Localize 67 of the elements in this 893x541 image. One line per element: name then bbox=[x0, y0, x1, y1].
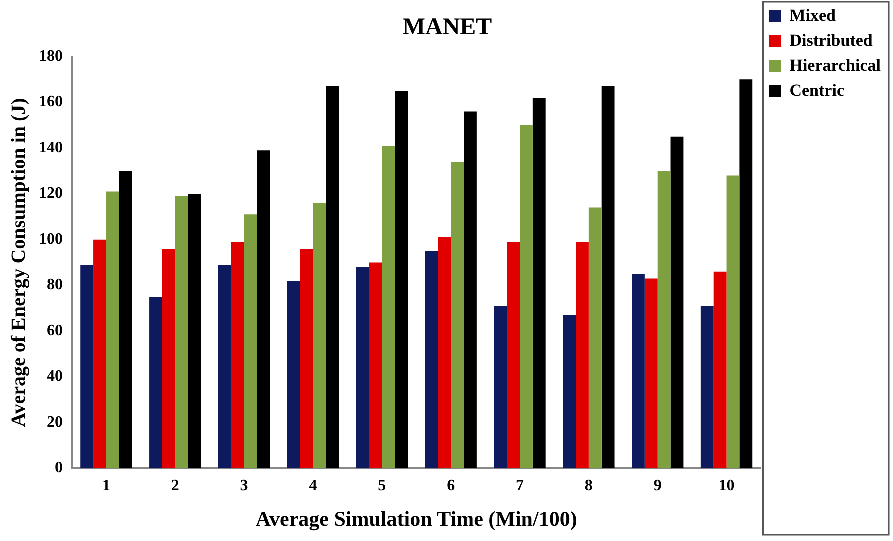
bar bbox=[287, 281, 300, 469]
x-tick-label: 5 bbox=[378, 477, 386, 494]
x-tick-label: 10 bbox=[718, 477, 735, 494]
y-tick-label: 100 bbox=[39, 230, 63, 248]
bar bbox=[119, 171, 132, 469]
bar bbox=[658, 171, 671, 469]
bar bbox=[175, 196, 188, 469]
y-tick-label: 40 bbox=[47, 368, 63, 386]
x-tick-label: 3 bbox=[240, 477, 248, 494]
y-tick-label: 0 bbox=[55, 460, 63, 477]
x-tick-label: 2 bbox=[171, 477, 180, 494]
bar bbox=[257, 150, 270, 469]
x-tick-label: 4 bbox=[309, 477, 318, 494]
bar bbox=[94, 240, 106, 469]
bar bbox=[563, 315, 576, 469]
bar bbox=[520, 125, 533, 469]
bar bbox=[231, 242, 244, 469]
y-tick-label: 160 bbox=[39, 94, 63, 111]
bar bbox=[670, 136, 684, 469]
x-tick-label: 6 bbox=[447, 477, 456, 494]
bar bbox=[740, 80, 753, 469]
bar bbox=[507, 242, 520, 469]
bar bbox=[438, 238, 452, 469]
bar bbox=[356, 267, 370, 469]
bar bbox=[532, 98, 546, 469]
bar bbox=[218, 264, 232, 469]
bar bbox=[382, 146, 396, 469]
chart-title: MANET bbox=[402, 14, 492, 41]
x-axis-title: Average Simulation Time (Min/100) bbox=[256, 506, 578, 531]
y-tick-label: 80 bbox=[47, 276, 63, 294]
bar bbox=[588, 208, 602, 469]
y-tick-label: 180 bbox=[39, 48, 63, 65]
bar bbox=[451, 162, 464, 469]
bar bbox=[106, 192, 120, 469]
legend-label: Centric bbox=[790, 80, 845, 100]
bar bbox=[714, 272, 727, 469]
y-tick-label: 140 bbox=[39, 139, 63, 156]
x-tick-label: 8 bbox=[584, 477, 593, 494]
x-tick-label: 9 bbox=[654, 477, 662, 494]
y-tick-label: 20 bbox=[47, 414, 63, 431]
bar bbox=[326, 86, 340, 469]
bar bbox=[644, 278, 658, 469]
bar bbox=[300, 248, 314, 469]
bar bbox=[244, 214, 258, 469]
y-tick-label: 120 bbox=[39, 185, 63, 202]
bar bbox=[494, 306, 508, 469]
bar bbox=[150, 297, 162, 469]
y-tick-label: 60 bbox=[47, 322, 63, 340]
legend-label: Mixed bbox=[790, 6, 837, 25]
bar bbox=[313, 203, 326, 469]
legend-label: Distributed bbox=[790, 30, 874, 50]
bar bbox=[425, 251, 438, 469]
bar bbox=[188, 194, 202, 469]
bar bbox=[632, 274, 645, 469]
bar bbox=[80, 264, 94, 469]
x-tick-label: 1 bbox=[102, 477, 110, 494]
y-axis-title: Average of Energy Consumption in (J) bbox=[8, 98, 30, 428]
bar bbox=[162, 248, 176, 469]
legend-label: Hierarchical bbox=[790, 56, 882, 75]
bar bbox=[700, 306, 714, 469]
bar bbox=[369, 262, 382, 469]
bar bbox=[464, 112, 477, 469]
bar bbox=[726, 176, 740, 469]
bar bbox=[395, 91, 408, 469]
bar bbox=[602, 86, 615, 469]
x-tick-label: 7 bbox=[516, 477, 524, 494]
bar bbox=[576, 242, 589, 469]
